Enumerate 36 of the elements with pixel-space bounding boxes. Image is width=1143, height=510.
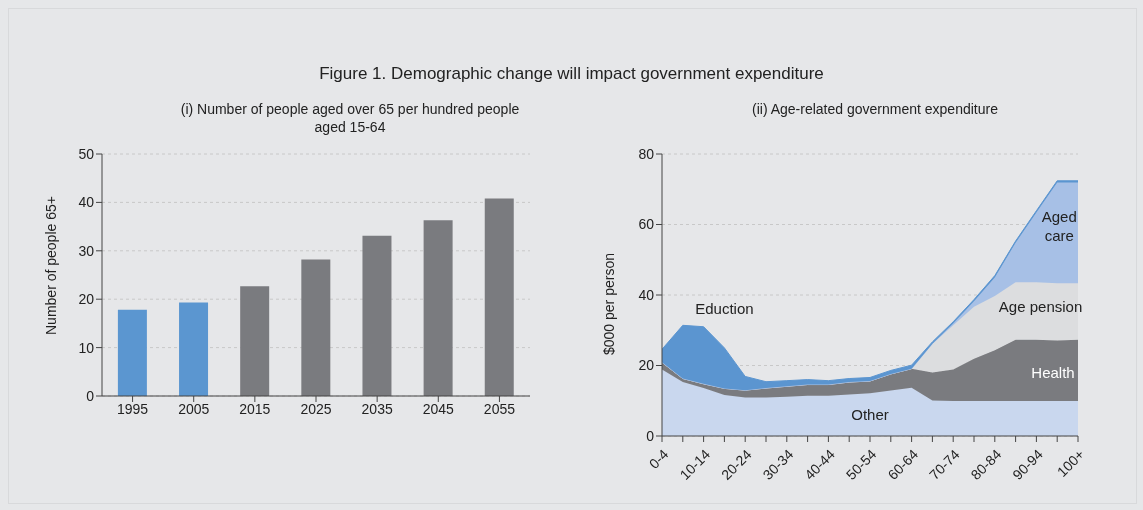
- series-label: Age pension: [997, 297, 1084, 317]
- x-tick-label: 0-4: [645, 446, 672, 472]
- x-tick-label: 2055: [483, 400, 516, 417]
- y-tick-label: 40: [638, 286, 655, 303]
- chart-title: (i) Number of people aged over 65 per hundred people aged 15-64: [180, 100, 520, 136]
- y-tick-label: 80: [638, 145, 655, 162]
- series-label: Other: [850, 404, 890, 424]
- y-tick-label: 20: [78, 291, 95, 308]
- y-axis-title: Number of people 65+: [42, 196, 59, 335]
- bar: [301, 259, 331, 396]
- x-tick-label: 2005: [178, 400, 210, 417]
- y-tick-label: 20: [638, 357, 655, 374]
- bar: [423, 220, 453, 396]
- x-tick-label: 2015: [239, 400, 271, 417]
- bar: [240, 286, 270, 396]
- y-tick-label: 0: [646, 427, 655, 444]
- y-tick-label: 10: [78, 339, 95, 356]
- chart-title: (ii) Age-related government expenditure: [751, 100, 999, 118]
- y-tick-label: 50: [78, 145, 95, 162]
- bar: [117, 309, 147, 396]
- bar: [179, 302, 209, 396]
- y-tick-label: 0: [86, 387, 95, 404]
- bar: [362, 235, 392, 396]
- caption: Figure 1. Demographic change will impact government expenditure: [318, 64, 825, 84]
- x-tick-label: 1995: [116, 400, 149, 417]
- x-tick-label: 2035: [361, 400, 393, 417]
- series-label: Aged care: [1040, 207, 1078, 246]
- bar: [484, 198, 514, 396]
- series-label: Eduction: [694, 299, 755, 319]
- y-axis-title: $000 per person: [600, 253, 617, 355]
- y-tick-label: 60: [638, 216, 655, 233]
- x-tick-label: 2045: [422, 400, 455, 417]
- series-label: Health: [1030, 362, 1076, 382]
- x-tick-label: 2025: [300, 400, 332, 417]
- y-tick-label: 40: [78, 194, 95, 211]
- y-tick-label: 30: [78, 242, 95, 259]
